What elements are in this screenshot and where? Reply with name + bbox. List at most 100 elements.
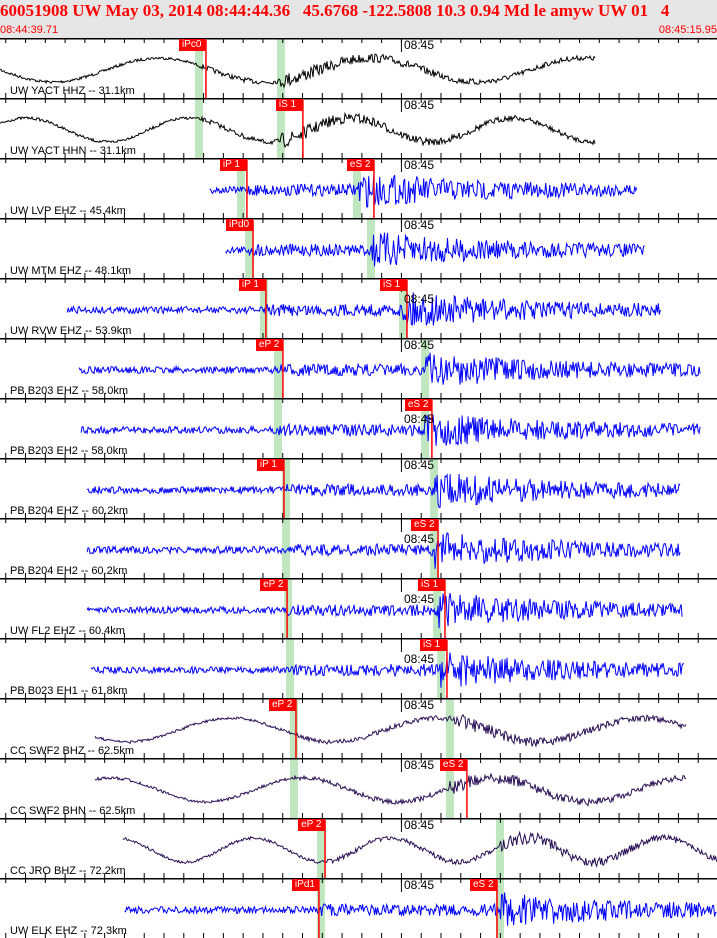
theoretical-arrival-band [259, 278, 268, 338]
waveform-line [0, 111, 596, 149]
trace-row[interactable]: iP 1 08:45 PB B204 EHZ -- 60.2km [0, 458, 717, 518]
theoretical-arrival-band [195, 98, 204, 158]
minute-label: 08:45 [404, 758, 435, 772]
trace-row[interactable]: eP 2 08:45 CC SWF2 BHZ -- 62.5km [0, 698, 717, 758]
phase-pick-flag[interactable]: eS 2 [439, 759, 467, 771]
waveform-line [94, 714, 687, 747]
waveform-canvas [0, 698, 717, 758]
minute-label: 08:45 [404, 592, 435, 606]
station-channel-label: PB B203 EHZ -- 58.0km [10, 385, 128, 397]
theoretical-arrival-band [437, 638, 446, 698]
phase-pick-flag[interactable]: iS 1 [417, 579, 445, 591]
theoretical-arrival-band [286, 638, 295, 698]
phase-pick-flag[interactable]: iP 1 [219, 159, 247, 171]
phase-pick-flag[interactable]: eP 2 [255, 339, 283, 351]
station-channel-label: PB B203 EH2 -- 58.0km [10, 445, 128, 457]
trace-row[interactable]: iP 1 iS 1 08:45 UW RVW EHZ -- 53.9km [0, 278, 717, 338]
seismogram-panel[interactable]: iPc0 08:45 UW YACT HHZ -- 31.1km iS 1 08:45 U… [0, 38, 717, 938]
station-channel-label: CC JRO BHZ -- 72.2km [10, 865, 126, 877]
phase-pick-flag[interactable]: eP 2 [268, 699, 296, 711]
phase-pick-flag[interactable]: iS 1 [419, 639, 447, 651]
minute-label: 08:45 [404, 98, 435, 112]
station-channel-label: UW RVW EHZ -- 53.9km [10, 325, 132, 337]
theoretical-arrival-band [445, 758, 454, 818]
theoretical-arrival-band [316, 818, 325, 878]
minute-label: 08:45 [404, 652, 435, 666]
phase-pick-flag[interactable]: iPd1 [291, 879, 319, 891]
phase-pick-flag[interactable]: eP 2 [260, 579, 288, 591]
theoretical-arrival-band [420, 398, 429, 458]
trace-row[interactable]: eS 2 08:45 PB B203 EH2 -- 58.0km [0, 398, 717, 458]
waveform-line [80, 414, 701, 446]
phase-pick-flag[interactable]: iPd0 [226, 219, 254, 231]
trace-row[interactable]: eP 2 08:45 PB B203 EHZ -- 58.0km [0, 338, 717, 398]
station-channel-label: PB B023 EH1 -- 61.8km [10, 685, 128, 697]
waveform-line [209, 174, 638, 208]
waveform-canvas [0, 218, 717, 278]
station-channel-label: PB B204 EH2 -- 60.2km [10, 565, 128, 577]
theoretical-arrival-band [195, 38, 204, 98]
theoretical-arrival-band [276, 38, 285, 98]
phase-pick-flag[interactable]: iP 1 [256, 459, 284, 471]
trace-row[interactable]: iPd1 eS 2 08:45 UW ELK EHZ -- 72.3km [0, 878, 717, 938]
theoretical-arrival-band [276, 98, 285, 158]
waveform-canvas [0, 458, 717, 518]
minute-label: 08:45 [404, 292, 435, 306]
waveform-canvas [0, 878, 717, 938]
waveform-canvas [0, 758, 717, 818]
phase-pick-flag[interactable]: eS 2 [404, 399, 432, 411]
phase-pick-flag[interactable]: eS 2 [411, 519, 439, 531]
waveform-line [94, 773, 687, 807]
phase-pick-flag[interactable]: eS 2 [469, 879, 497, 891]
minute-label: 08:45 [404, 38, 435, 52]
theoretical-arrival-band [495, 878, 504, 938]
window-start-time: 08:44:39.71 [0, 24, 59, 36]
station-channel-label: UW MTM EHZ -- 48.1km [10, 265, 131, 277]
waveform-canvas [0, 818, 717, 878]
theoretical-arrival-band [495, 818, 504, 878]
waveform-canvas [0, 398, 717, 458]
theoretical-arrival-band [430, 518, 439, 578]
theoretical-arrival-band [273, 398, 282, 458]
waveform-line [66, 292, 661, 327]
waveform-canvas [0, 98, 717, 158]
minute-label: 08:45 [404, 338, 435, 352]
theoretical-arrival-band [245, 218, 254, 278]
station-channel-label: UW ELK EHZ -- 72.3km [10, 925, 127, 937]
trace-row[interactable]: iPc0 08:45 UW YACT HHZ -- 31.1km [0, 38, 717, 98]
minute-label: 08:45 [404, 698, 435, 712]
waveform-line [86, 532, 681, 569]
minute-label: 08:45 [404, 458, 435, 472]
phase-pick-flag[interactable]: iS 1 [379, 279, 407, 291]
station-channel-label: UW LVP EHZ -- 45.4km [10, 205, 126, 217]
theoretical-arrival-band [290, 758, 299, 818]
trace-row[interactable]: eP 2 08:45 CC JRO BHZ -- 72.2km [0, 818, 717, 878]
phase-pick-flag[interactable]: iPc0 [178, 39, 206, 51]
trace-row[interactable]: iS 1 08:45 UW YACT HHN -- 31.1km [0, 98, 717, 158]
trace-row[interactable]: iS 1 08:45 PB B023 EH1 -- 61.8km [0, 638, 717, 698]
waveform-line [0, 53, 596, 89]
trace-row[interactable]: eS 2 08:45 CC SWF2 BHN -- 62.5km [0, 758, 717, 818]
minute-label: 08:45 [404, 158, 435, 172]
station-channel-label: PB B204 EHZ -- 60.2km [10, 505, 128, 517]
trace-row[interactable]: iPd0 08:45 UW MTM EHZ -- 48.1km [0, 218, 717, 278]
phase-pick-flag[interactable]: eP 2 [298, 819, 326, 831]
theoretical-arrival-band [290, 698, 299, 758]
station-channel-label: CC SWF2 BHN -- 62.5km [10, 805, 136, 817]
waveform-line [90, 652, 685, 688]
window-end-time: 08:45:15.95 [658, 24, 717, 36]
waveform-line [86, 593, 683, 629]
trace-row[interactable]: iP 1 eS 2 08:45 UW LVP EHZ -- 45.4km [0, 158, 717, 218]
phase-pick-flag[interactable]: iP 1 [238, 279, 266, 291]
trace-row[interactable]: eP 2 iS 1 08:45 UW FL2 EHZ -- 60.4km [0, 578, 717, 638]
phase-pick-flag[interactable]: eS 2 [346, 159, 374, 171]
phase-pick-flag[interactable]: iS 1 [275, 99, 303, 111]
waveform-canvas [0, 638, 717, 698]
waveform-line [122, 830, 717, 868]
waveform-canvas [0, 338, 717, 398]
waveform-line [86, 473, 681, 508]
station-channel-label: UW FL2 EHZ -- 60.4km [10, 625, 125, 637]
trace-row[interactable]: eS 2 08:45 PB B204 EH2 -- 60.2km [0, 518, 717, 578]
station-channel-label: UW YACT HHN -- 31.1km [10, 145, 136, 157]
minute-label: 08:45 [404, 218, 435, 232]
